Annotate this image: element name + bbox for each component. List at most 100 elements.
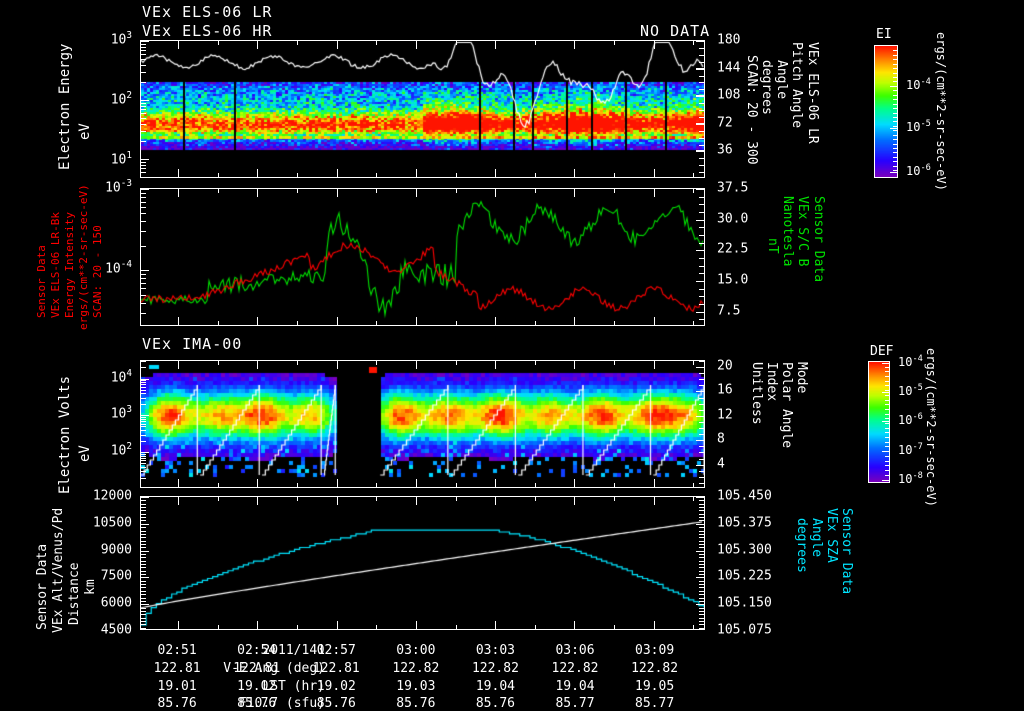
- axis-tick-minor: [141, 553, 146, 555]
- axis-tick-minor: [699, 600, 704, 602]
- axis-tick-minor: [699, 242, 704, 244]
- axis-tick-minor: [699, 440, 704, 442]
- bottom-table-time-value: 02:54: [237, 643, 277, 658]
- panel4-right-ytick-label: 105.375: [717, 515, 772, 531]
- axis-tick-minor: [141, 418, 146, 420]
- panel2-left-axis-label-1: Sensor Data: [35, 245, 48, 318]
- axis-tick-x: [574, 621, 576, 629]
- axis-tick-x-minor: [693, 173, 695, 177]
- axis-tick-x: [653, 317, 655, 325]
- axis-tick-x-minor: [217, 497, 219, 501]
- axis-tick-minor: [699, 367, 704, 369]
- panel4-right-ytick-label: 105.300: [717, 542, 772, 558]
- colorbar2-minor-tick: [885, 432, 889, 434]
- axis-tick-minor: [699, 557, 704, 559]
- panel3-ytick-label: 102: [110, 441, 132, 459]
- axis-tick-minor: [141, 460, 146, 462]
- axis-tick-minor: [699, 391, 704, 393]
- axis-tick-x-minor: [217, 361, 219, 365]
- panel4-left-axis-label-2: VEx Alt/Venus/Pd: [51, 507, 66, 633]
- axis-tick-minor: [141, 550, 146, 552]
- panel1-right-axis-label-3: Angle: [774, 60, 789, 100]
- panel1-right-ytick-label: 108: [717, 87, 741, 103]
- axis-tick-minor: [699, 421, 704, 423]
- axis-tick-minor: [141, 500, 146, 502]
- axis-tick-minor: [141, 517, 146, 519]
- axis-tick-major: [141, 378, 149, 380]
- axis-tick-minor: [141, 577, 146, 579]
- axis-tick-minor: [141, 570, 146, 572]
- axis-tick-x: [574, 41, 576, 49]
- axis-tick-major: [141, 159, 149, 161]
- bottom-table-time-value: 03:09: [635, 643, 675, 658]
- axis-tick-x-minor: [455, 173, 457, 177]
- axis-tick-minor: [699, 68, 704, 70]
- axis-tick-major: [141, 452, 149, 454]
- axis-tick-x: [336, 189, 338, 197]
- colorbar2-tick-label: 10-8: [898, 470, 923, 486]
- axis-tick-minor: [699, 428, 704, 430]
- axis-tick-minor: [699, 533, 704, 535]
- axis-tick-x-minor: [296, 625, 298, 629]
- panel4-ytick-label: 10500: [92, 515, 132, 531]
- panel3-right-ytick-label: 8: [717, 431, 725, 447]
- axis-tick-minor: [699, 296, 704, 298]
- axis-tick-minor: [699, 584, 704, 586]
- colorbar2-minor-tick: [885, 441, 889, 443]
- axis-tick-minor: [699, 543, 704, 545]
- axis-tick-minor: [699, 89, 704, 91]
- axis-tick-minor: [141, 282, 146, 284]
- axis-tick-minor: [141, 507, 146, 509]
- colorbar1-minor-tick: [893, 72, 897, 74]
- panel1-right-ytick-label: 144: [717, 60, 741, 76]
- axis-tick-x: [653, 479, 655, 487]
- axis-tick-x: [336, 621, 338, 629]
- axis-tick-x: [415, 497, 417, 505]
- colorbar2-minor-tick: [885, 437, 889, 439]
- axis-tick-minor: [699, 604, 704, 606]
- colorbar2-minor-tick: [885, 371, 889, 373]
- axis-tick-minor: [699, 273, 704, 275]
- axis-tick-x: [257, 189, 259, 197]
- bottom-table-lst-value: 19.05: [635, 679, 675, 694]
- bottom-table-lst-value: 19.04: [475, 679, 515, 694]
- bottom-table-ve-ang-value: 122.82: [392, 661, 440, 676]
- axis-tick-x-minor: [534, 625, 536, 629]
- axis-tick-x: [574, 361, 576, 369]
- axis-tick-minor: [699, 96, 704, 98]
- axis-tick-minor: [699, 517, 704, 519]
- colorbar2-minor-tick: [885, 446, 889, 448]
- axis-tick-minor: [699, 123, 704, 125]
- axis-tick-minor: [141, 537, 146, 539]
- axis-tick-minor: [699, 577, 704, 579]
- axis-tick-x: [336, 479, 338, 487]
- axis-tick-x: [336, 497, 338, 505]
- bottom-table-f107-value: 85.77: [555, 696, 595, 711]
- panel2-right-axis-label-4: nT: [765, 238, 780, 254]
- axis-tick-x-minor: [614, 321, 616, 325]
- colorbar2-minor-tick: [885, 413, 889, 415]
- axis-tick-x-minor: [614, 173, 616, 177]
- colorbar2-units: ergs/(cm**2-sr-sec-eV): [924, 348, 938, 507]
- panel1-right-ytick-label: 36: [717, 142, 733, 158]
- axis-tick-x-minor: [455, 321, 457, 325]
- panel2-right-axis-label-2: VEx S/C B: [795, 196, 810, 267]
- axis-tick-x-minor: [455, 497, 457, 501]
- axis-tick-minor: [699, 580, 704, 582]
- axis-tick-x-minor: [693, 41, 695, 45]
- axis-tick-x-minor: [614, 625, 616, 629]
- colorbar2-minor-tick: [885, 380, 889, 382]
- axis-tick-minor: [699, 151, 704, 153]
- axis-tick-minor: [141, 604, 146, 606]
- axis-tick-minor: [699, 476, 704, 478]
- axis-tick-minor: [141, 503, 146, 505]
- panel1-right-ytick-label: 180: [717, 32, 741, 48]
- axis-tick-x-minor: [693, 497, 695, 501]
- axis-tick-minor: [699, 196, 704, 198]
- axis-tick-minor: [699, 385, 704, 387]
- axis-tick-minor: [141, 610, 146, 612]
- axis-tick-x: [415, 41, 417, 49]
- panel4-right-ytick-label: 105.450: [717, 488, 772, 504]
- axis-tick-minor: [141, 580, 146, 582]
- colorbar1-minor-tick: [893, 94, 897, 96]
